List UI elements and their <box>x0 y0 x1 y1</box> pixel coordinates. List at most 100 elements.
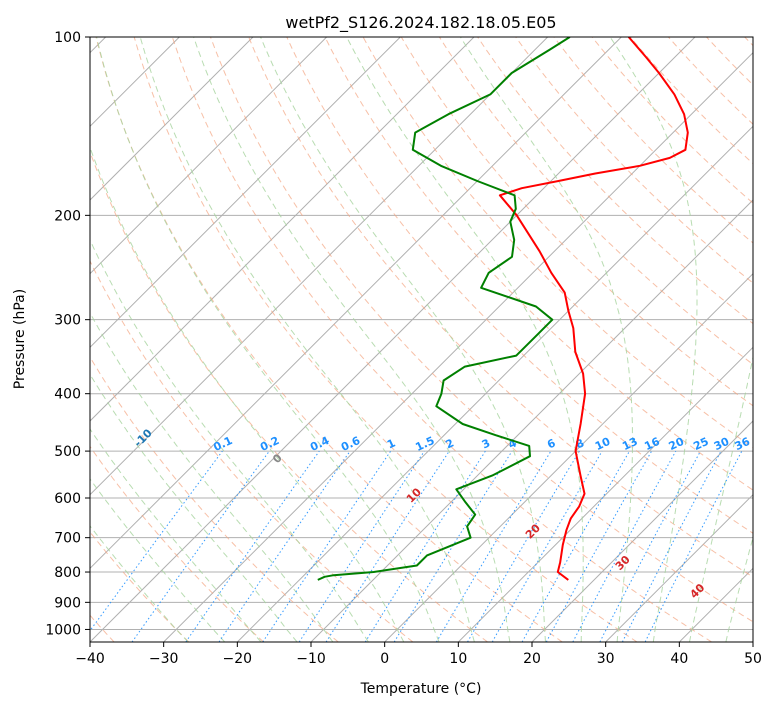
isotherm-grid <box>90 37 753 642</box>
dry-adiabat <box>286 37 753 534</box>
moist-adiabat <box>90 311 334 642</box>
mixing-ratio-lines <box>90 450 743 642</box>
mixing-ratio-line <box>644 450 743 642</box>
dry-adiabat <box>133 37 638 642</box>
isotherm-line <box>310 199 753 642</box>
dry-adiabat <box>553 37 753 244</box>
profile-series <box>317 37 689 581</box>
x-axis-ticks: −40 −30 −20 −10 0 10 20 30 40 50 <box>75 642 762 667</box>
moist-adiabat <box>689 354 753 642</box>
y-tick-label: 600 <box>54 491 81 507</box>
dry-adiabat <box>90 259 414 642</box>
background-line-labels: 0.10.20.40.611.52346810131620253036-100-… <box>132 426 753 601</box>
x-tick-label: −10 <box>296 651 326 667</box>
y-tick-label: 400 <box>54 387 81 403</box>
moist-adiabat <box>609 37 698 642</box>
mixing-ratio-line <box>572 450 677 642</box>
isotherm-line <box>90 37 328 275</box>
moist-adiabat <box>90 145 405 642</box>
isotherm-line <box>384 272 753 642</box>
moist-adiabat-label: 40 <box>687 581 707 601</box>
isotherm-line <box>90 37 549 496</box>
isotherm-line <box>90 37 696 642</box>
y-tick-label: 700 <box>54 531 81 547</box>
mixing-ratio-label: 1 <box>385 436 397 451</box>
moist-adiabat <box>90 478 226 642</box>
y-tick-label: 100 <box>54 30 81 46</box>
mixing-ratio-label: 30 <box>712 435 732 453</box>
moist-adiabat <box>193 37 511 642</box>
moist-adiabat-label: 10 <box>404 485 424 505</box>
mixing-ratio-label: 3 <box>480 436 492 451</box>
moist-adiabat <box>96 37 440 642</box>
y-tick-label: 300 <box>54 313 81 329</box>
dry-adiabat <box>95 37 563 642</box>
mixing-ratio-line <box>435 450 552 642</box>
isotherm-line <box>678 567 753 642</box>
x-tick-label: 50 <box>744 651 762 667</box>
x-axis-label: Temperature (°C) <box>360 681 482 697</box>
isotherm-line <box>90 37 475 422</box>
dry-adiabat <box>90 356 339 642</box>
y-tick-label: 500 <box>54 444 81 460</box>
mixing-ratio-line <box>521 450 630 642</box>
isobar-grid <box>90 37 753 630</box>
mixing-ratio-label: 16 <box>642 435 662 453</box>
mixing-ratio-line <box>325 450 450 642</box>
y-axis-ticks: 100 200 300 400 500 600 700 800 900 1000 <box>45 30 90 638</box>
moist-adiabat <box>459 37 633 642</box>
isotherm-line <box>531 420 753 642</box>
dry-adiabat <box>324 37 753 491</box>
mixing-ratio-line <box>393 450 513 642</box>
moist-adiabat <box>346 37 584 642</box>
x-tick-label: 30 <box>597 651 615 667</box>
dry-adiabat <box>591 37 753 204</box>
mixing-ratio-line <box>218 450 351 642</box>
isotherm-line <box>90 37 254 201</box>
moist-adiabat <box>725 535 753 642</box>
chart-title: wetPf2_S126.2024.182.18.05.E05 <box>285 13 556 33</box>
x-tick-label: 20 <box>523 651 541 667</box>
mixing-ratio-line <box>262 450 392 642</box>
dry-adiabats <box>90 37 753 642</box>
dry-adiabat <box>515 37 753 284</box>
dry-adiabat <box>668 37 753 125</box>
dewpoint-line <box>317 37 571 581</box>
mixing-ratio-label: 25 <box>691 435 710 453</box>
mixing-ratio-line <box>298 450 425 642</box>
isotherm-line <box>163 51 753 642</box>
x-tick-label: 10 <box>449 651 467 667</box>
isotherm-line <box>752 641 753 642</box>
mixing-ratio-line <box>90 450 223 632</box>
y-tick-label: 900 <box>54 595 81 611</box>
isotherm-line <box>236 125 753 642</box>
y-tick-label: 1000 <box>45 622 81 638</box>
mixing-ratio-label: 13 <box>620 435 639 453</box>
x-tick-label: −30 <box>149 651 179 667</box>
dry-adiabat <box>248 37 753 578</box>
temperature-line <box>498 37 689 581</box>
dry-adiabat-label: -10 <box>132 426 155 449</box>
isotherm-line <box>605 493 753 642</box>
moist-adiabat <box>90 238 369 642</box>
dry-adiabat <box>210 37 753 623</box>
dry-adiabat <box>171 37 712 642</box>
mixing-ratio-line <box>131 450 270 642</box>
mixing-ratio-label: 36 <box>733 435 753 453</box>
moist-adiabat <box>90 525 189 642</box>
mixing-ratio-label: 10 <box>593 435 613 453</box>
y-tick-label: 800 <box>54 565 81 581</box>
plot-border <box>89 36 754 643</box>
mixing-ratio-line <box>599 450 701 642</box>
moist-adiabat-label: 20 <box>523 521 543 541</box>
moist-adiabat-label: 30 <box>613 553 633 573</box>
moist-adiabat <box>90 373 298 642</box>
dry-adiabat <box>706 37 753 86</box>
moist-adiabat <box>139 37 475 642</box>
moist-adiabats <box>90 37 753 642</box>
x-tick-label: −20 <box>223 651 253 667</box>
x-tick-label: −40 <box>75 651 105 667</box>
plot-frame <box>89 36 754 643</box>
